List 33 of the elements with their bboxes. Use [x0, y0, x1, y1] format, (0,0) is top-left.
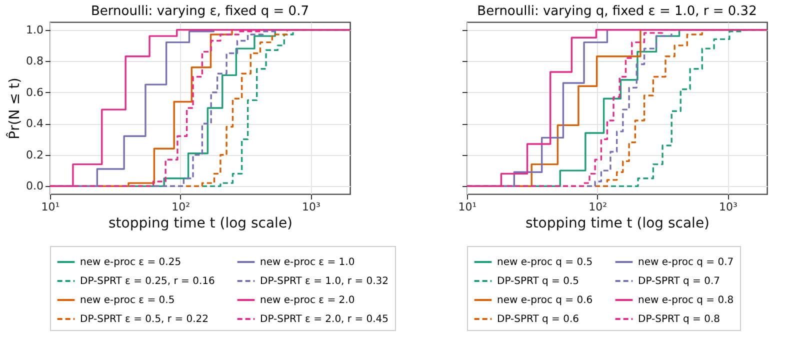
x-tick-label: 10² — [172, 200, 190, 214]
legend-label: new e-proc ε = 2.0 — [260, 295, 355, 306]
chart-title: Bernoulli: varying ε, fixed q = 0.7 — [91, 4, 309, 19]
y-tick-label: 0.0 — [26, 180, 44, 193]
legend-label: new e-proc ε = 0.5 — [80, 295, 175, 306]
x-tick-label: 10¹ — [41, 200, 60, 214]
legend-label: new e-proc ε = 1.0 — [260, 257, 355, 268]
legend-label: DP-SPRT ε = 0.5, r = 0.22 — [80, 314, 209, 325]
legend-label: new e-proc q = 0.7 — [638, 257, 734, 268]
x-tick-label: 10² — [588, 200, 608, 214]
y-tick-label: 0.8 — [26, 54, 44, 68]
chart-title: Bernoulli: varying q, fixed ε = 1.0, r = 0.32 — [477, 4, 757, 19]
legend-label: DP-SPRT q = 0.7 — [638, 276, 720, 287]
x-tick-label: 10¹ — [458, 200, 477, 214]
legend-label: DP-SPRT q = 0.6 — [497, 314, 579, 325]
x-axis-title: stopping time t (log scale) — [525, 216, 710, 232]
y-tick-label: 1.0 — [26, 23, 44, 36]
legend-label: DP-SPRT ε = 1.0, r = 0.32 — [260, 276, 389, 287]
x-axis-title: stopping time t (log scale) — [108, 216, 293, 232]
x-tick-label: 10³ — [302, 200, 320, 214]
x-tick-label: 10³ — [719, 200, 738, 214]
legend-label: DP-SPRT q = 0.8 — [638, 314, 720, 325]
legend-label: new e-proc q = 0.5 — [497, 257, 593, 268]
y-tick-label: 0.6 — [26, 86, 44, 99]
legend-label: DP-SPRT ε = 2.0, r = 0.45 — [260, 314, 389, 325]
legend-label: new e-proc q = 0.6 — [497, 295, 593, 306]
y-tick-label: 0.4 — [26, 117, 44, 130]
legend-label: new e-proc ε = 0.25 — [80, 257, 182, 268]
legend-label: DP-SPRT q = 0.5 — [497, 276, 579, 287]
legend-label: DP-SPRT ε = 0.25, r = 0.16 — [80, 276, 215, 287]
y-axis-title: P̂r(N ≤ t) — [5, 78, 24, 140]
legend-label: new e-proc q = 0.8 — [638, 295, 734, 306]
y-tick-label: 0.2 — [26, 148, 44, 162]
